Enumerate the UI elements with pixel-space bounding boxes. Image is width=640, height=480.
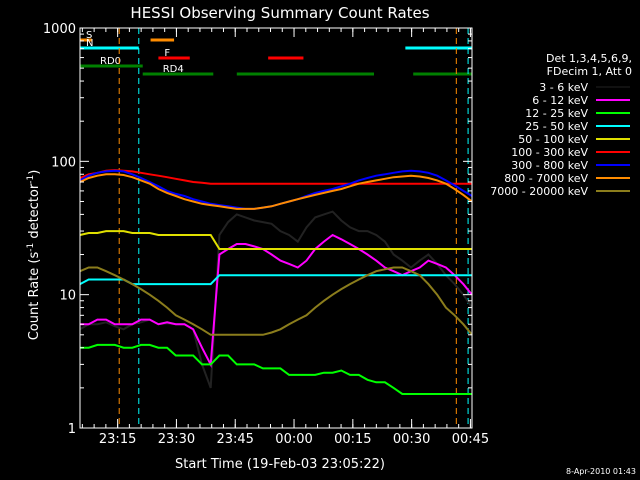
x-tick-label: 00:15 xyxy=(334,432,371,447)
state-bar-label: S xyxy=(86,30,92,41)
legend-entry-label: 3 - 6 keV xyxy=(539,81,588,94)
series-line-2 xyxy=(80,343,472,395)
series-line-7 xyxy=(79,173,473,210)
state-bar-label: N xyxy=(86,38,93,49)
legend-entry-label: 6 - 12 keV xyxy=(532,94,588,107)
x-tick-label: 00:00 xyxy=(275,432,312,447)
chart-title: HESSI Observing Summary Count Rates xyxy=(130,4,429,22)
legend-entry-label: 12 - 25 keV xyxy=(525,107,588,120)
x-tick-label: 23:45 xyxy=(216,432,253,447)
y-tick-label: 10 xyxy=(59,289,76,304)
y-axis-label-mid: detector xyxy=(27,183,42,243)
x-tick-label: 23:30 xyxy=(158,432,195,447)
series-line-8 xyxy=(79,266,473,336)
series-line-4 xyxy=(79,230,472,250)
instrument-state-bars: SN F RD0 RD4 xyxy=(80,28,472,428)
y-axis-label-part: Count Rate (s xyxy=(27,252,42,341)
y-axis-label-end: ) xyxy=(27,170,42,175)
series-line-1 xyxy=(80,233,473,368)
state-bar-label: RD4 xyxy=(163,64,184,75)
y-tick-label: 1000 xyxy=(43,22,76,37)
y-axis-label-sup2: -1 xyxy=(26,175,36,184)
state-bar-label: F xyxy=(164,48,170,59)
series-line-5 xyxy=(79,169,472,185)
y-tick-label: 100 xyxy=(51,155,76,170)
legend-entry-label: 800 - 7000 keV xyxy=(504,172,588,185)
footer-timestamp: 8-Apr-2010 01:43 xyxy=(566,467,636,476)
legend-entry-label: 100 - 300 keV xyxy=(511,146,588,159)
state-bar-label: RD0 xyxy=(100,56,121,67)
plot-frame xyxy=(79,27,473,429)
y-axis-label: Count Rate (s-1 detector-1) xyxy=(26,170,42,341)
x-axis-label: Start Time (19-Feb-03 23:05:22) xyxy=(175,457,385,472)
x-tick-label: 00:30 xyxy=(393,432,430,447)
legend-entry-label: 50 - 100 keV xyxy=(518,133,588,146)
legend-header-line: FDecim 1, Att 0 xyxy=(547,65,632,78)
legend-entry-label: 7000 - 20000 keV xyxy=(490,185,588,198)
legend-entry-label: 25 - 50 keV xyxy=(525,120,588,133)
axes: 23:15 23:30 23:45 00:00 00:15 00:30 00:45 1 10 10… xyxy=(43,22,489,447)
legend-header-line: Det 1,3,4,5,6,9, xyxy=(546,52,632,65)
legend: Det 1,3,4,5,6,9,FDecim 1, Att 0 3 - 6 keV… xyxy=(490,52,632,198)
x-tick-label: 23:15 xyxy=(99,432,136,447)
y-axis-label-sup: -1 xyxy=(26,243,36,252)
y-tick-label: 1 xyxy=(68,422,76,437)
x-tick-label: 00:45 xyxy=(452,432,489,447)
series-layer xyxy=(79,169,473,395)
series-line-3 xyxy=(79,274,472,286)
legend-entry-label: 300 - 800 keV xyxy=(511,159,588,172)
series-line-0 xyxy=(79,210,473,389)
